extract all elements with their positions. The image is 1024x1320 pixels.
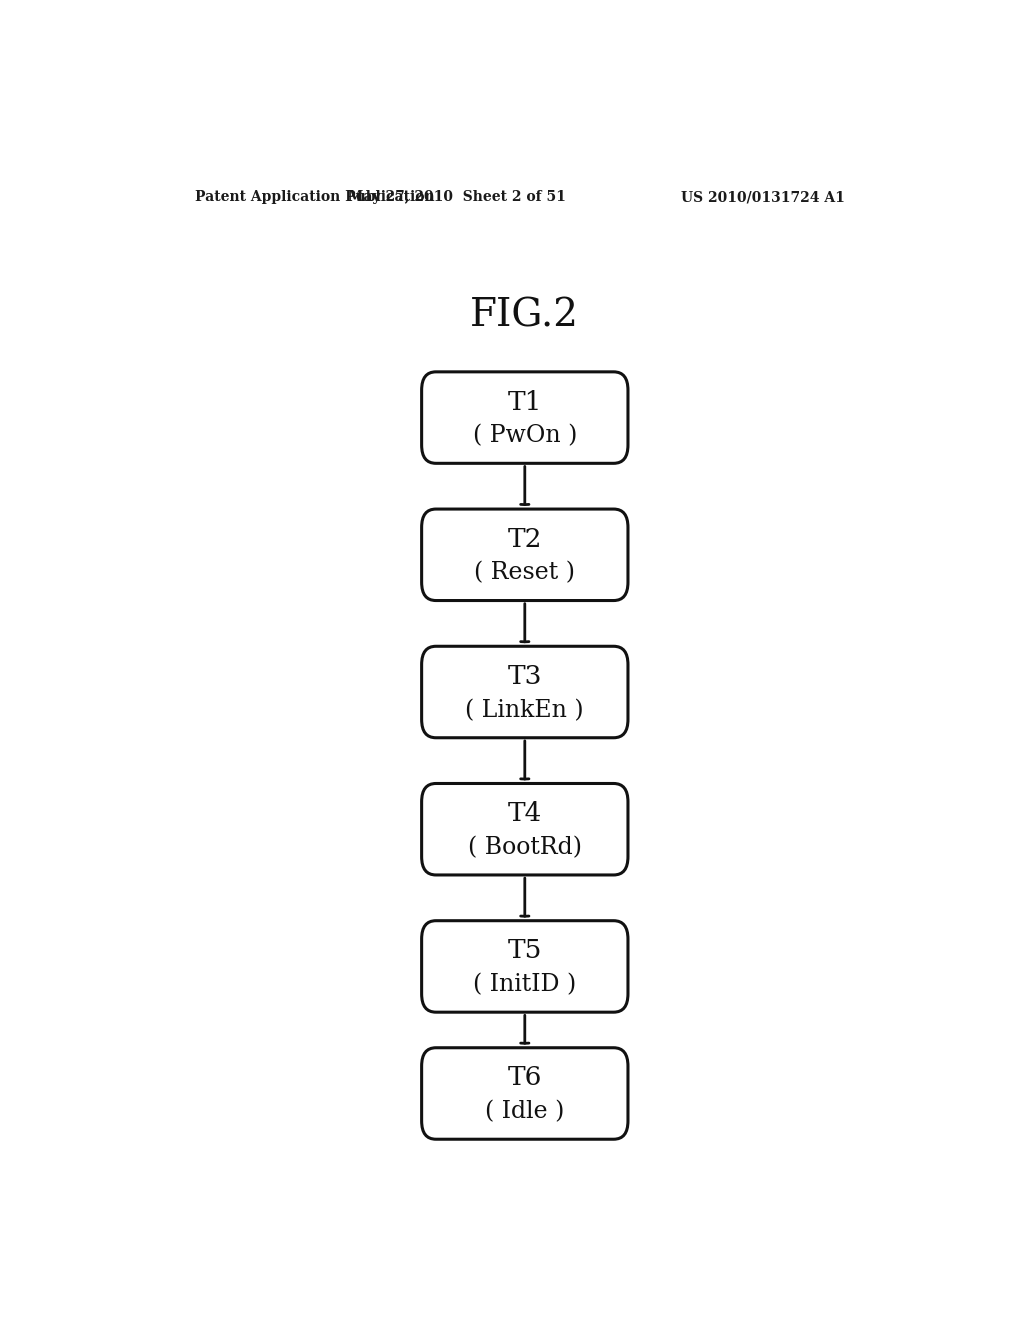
Text: Patent Application Publication: Patent Application Publication — [196, 190, 435, 205]
Text: T6: T6 — [508, 1065, 542, 1090]
Text: T5: T5 — [508, 939, 542, 964]
FancyBboxPatch shape — [422, 921, 628, 1012]
Text: ( InitID ): ( InitID ) — [473, 973, 577, 997]
Text: US 2010/0131724 A1: US 2010/0131724 A1 — [681, 190, 845, 205]
Text: May 27, 2010  Sheet 2 of 51: May 27, 2010 Sheet 2 of 51 — [348, 190, 566, 205]
Text: T3: T3 — [508, 664, 542, 689]
Text: ( LinkEn ): ( LinkEn ) — [466, 698, 584, 722]
FancyBboxPatch shape — [422, 784, 628, 875]
FancyBboxPatch shape — [422, 510, 628, 601]
FancyBboxPatch shape — [422, 647, 628, 738]
FancyBboxPatch shape — [422, 372, 628, 463]
Text: T2: T2 — [508, 527, 542, 552]
Text: T1: T1 — [508, 389, 542, 414]
Text: ( PwOn ): ( PwOn ) — [473, 424, 577, 447]
Text: FIG.2: FIG.2 — [470, 297, 580, 334]
Text: T4: T4 — [508, 801, 542, 826]
FancyBboxPatch shape — [422, 1048, 628, 1139]
Text: ( Reset ): ( Reset ) — [474, 561, 575, 585]
Text: ( Idle ): ( Idle ) — [485, 1101, 564, 1123]
Text: ( BootRd): ( BootRd) — [468, 836, 582, 859]
